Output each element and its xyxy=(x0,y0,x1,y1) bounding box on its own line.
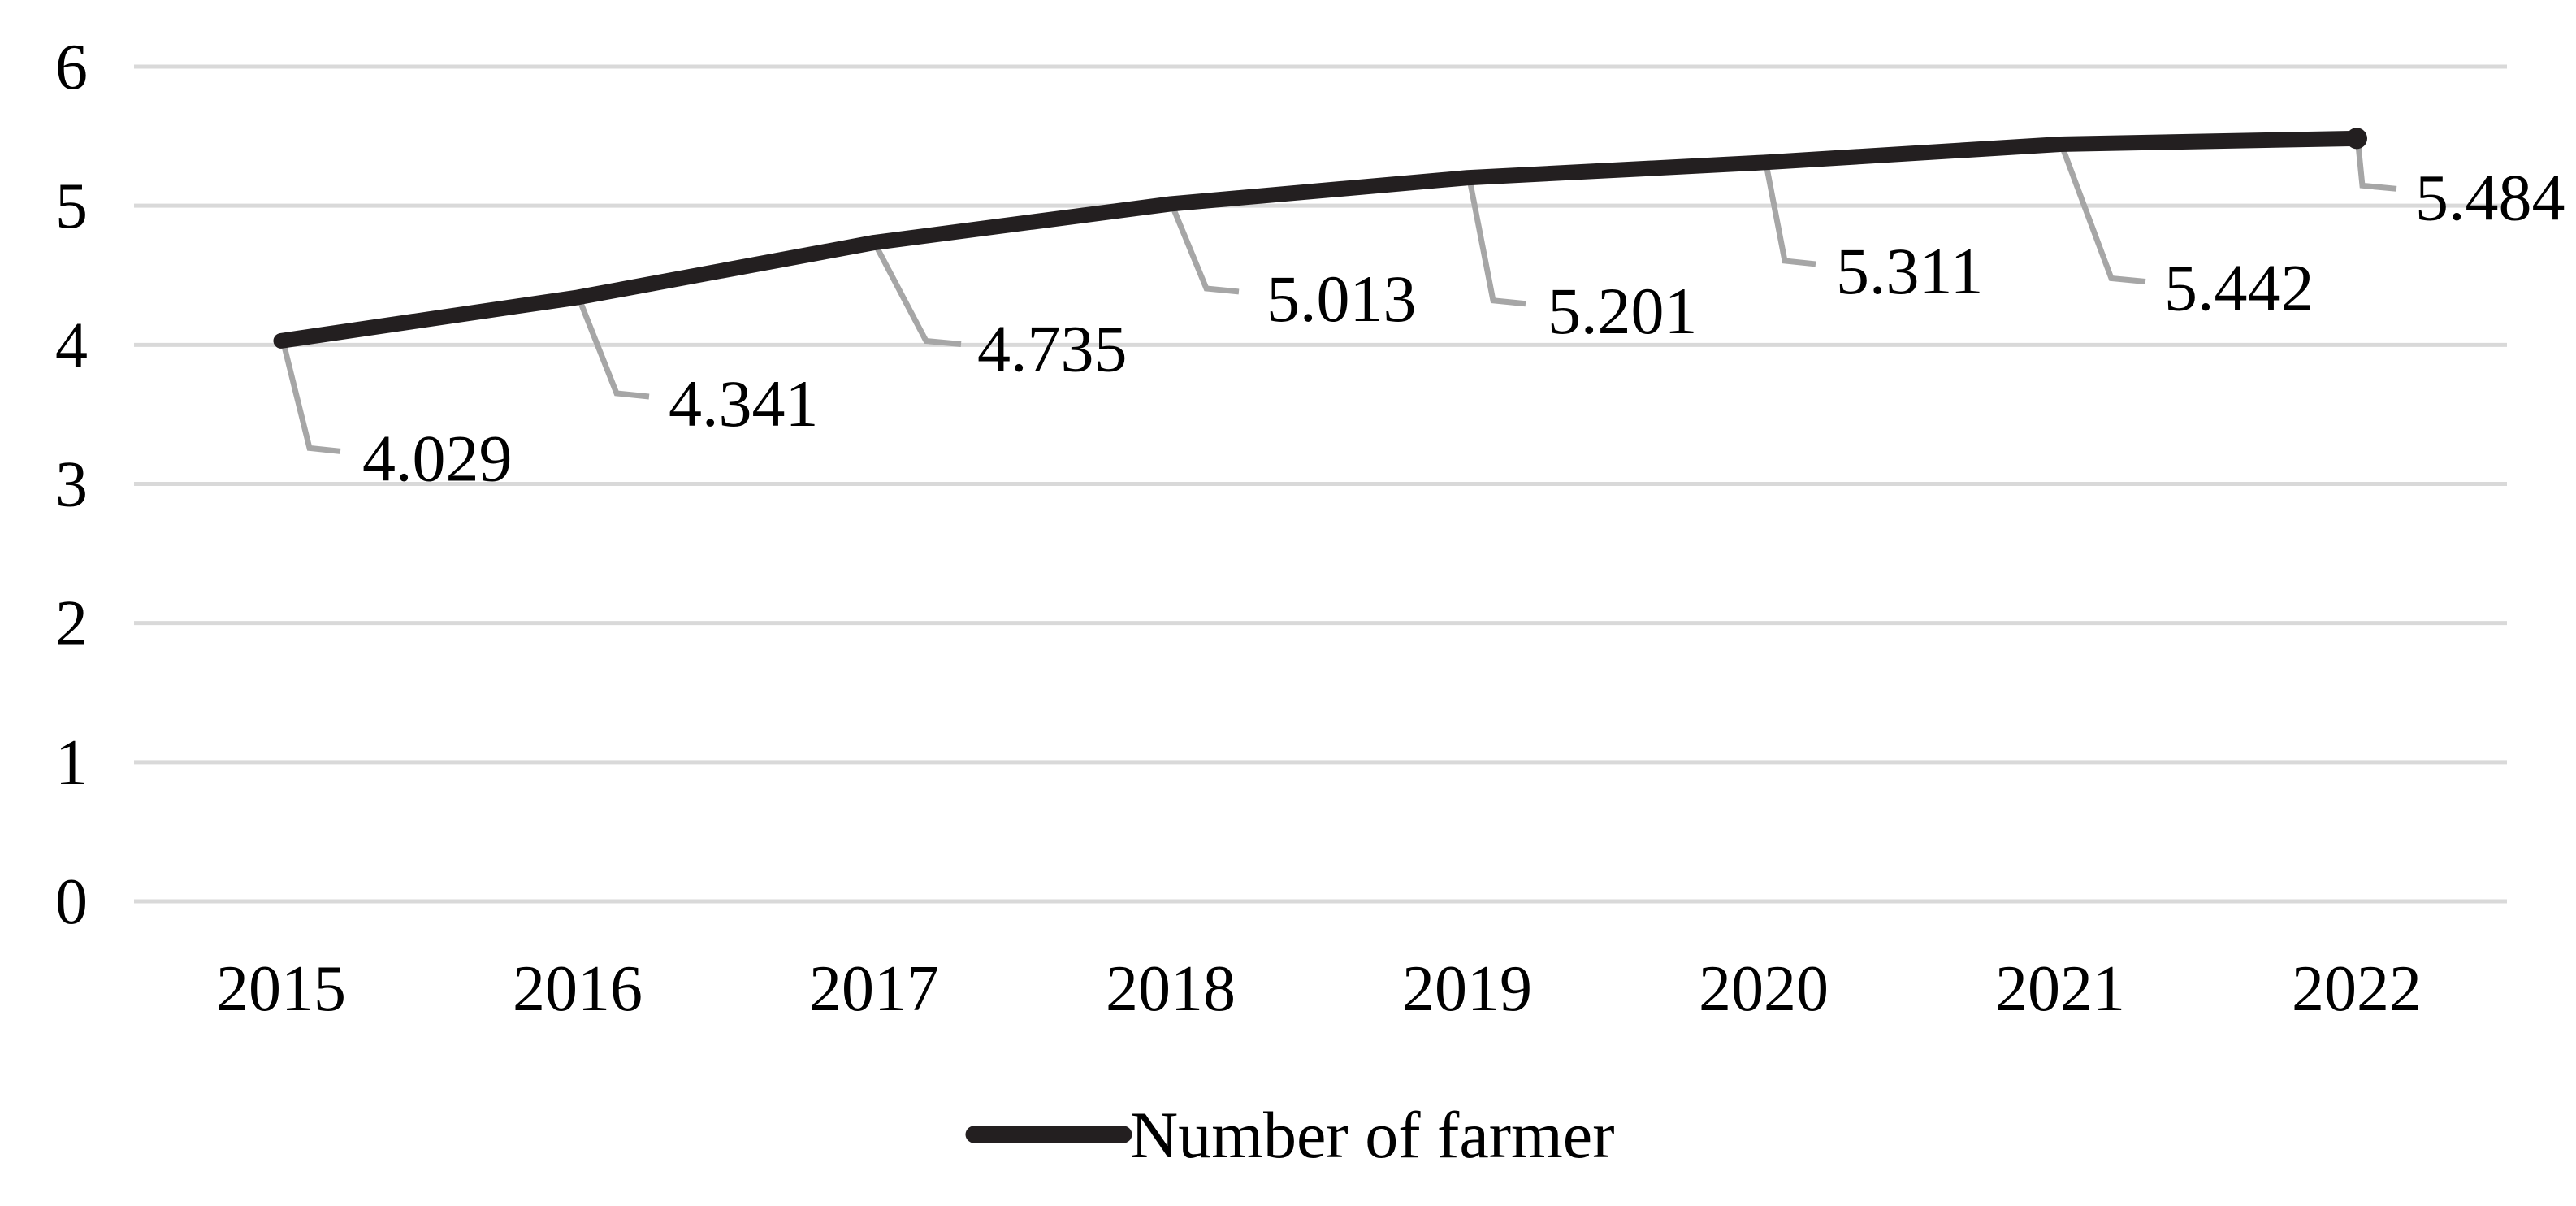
data-label-leader-line xyxy=(1467,183,1526,307)
x-axis-tick-label: 2022 xyxy=(2292,953,2422,1025)
x-axis-tick-label: 2016 xyxy=(513,953,643,1025)
x-axis-tick-label: 2017 xyxy=(809,953,939,1025)
data-label: 5.442 xyxy=(2164,251,2314,325)
y-axis-tick-label: 2 xyxy=(55,588,88,660)
x-axis-tick-label: 2021 xyxy=(1995,953,2125,1025)
y-axis-tick-label: 1 xyxy=(55,727,88,799)
x-axis-tick-label: 2015 xyxy=(216,953,346,1025)
x-axis-tick-label: 2019 xyxy=(1402,953,1532,1025)
data-label-leader-line xyxy=(578,302,650,400)
y-axis-tick-label: 3 xyxy=(55,449,88,521)
data-label-leader-line xyxy=(1171,208,1240,295)
data-label: 4.029 xyxy=(362,421,513,495)
data-label: 5.311 xyxy=(1836,234,1983,308)
x-axis-tick-label: 2020 xyxy=(1699,953,1829,1025)
series-end-marker xyxy=(2346,128,2367,150)
data-label: 5.201 xyxy=(1548,274,1698,348)
y-axis-tick-label: 4 xyxy=(55,310,88,381)
data-label: 4.735 xyxy=(977,312,1128,386)
y-axis-tick-label: 6 xyxy=(55,32,88,103)
data-label-leader-line xyxy=(2060,149,2146,284)
data-label-leader-line xyxy=(1764,167,1816,267)
data-label: 4.341 xyxy=(669,367,819,440)
data-label-leader-line xyxy=(874,246,962,348)
series-line-number-of-farmer xyxy=(273,130,2365,349)
legend-label: Number of farmer xyxy=(1130,1098,1615,1172)
y-axis-tick-label: 0 xyxy=(55,866,88,938)
data-label: 5.013 xyxy=(1266,262,1417,336)
x-axis-tick-label: 2018 xyxy=(1106,953,1236,1025)
data-label: 5.484 xyxy=(2415,160,2565,234)
y-axis-tick-label: 5 xyxy=(55,171,88,242)
data-label-leader-line xyxy=(281,345,341,454)
data-label-leader-line xyxy=(2355,144,2397,192)
